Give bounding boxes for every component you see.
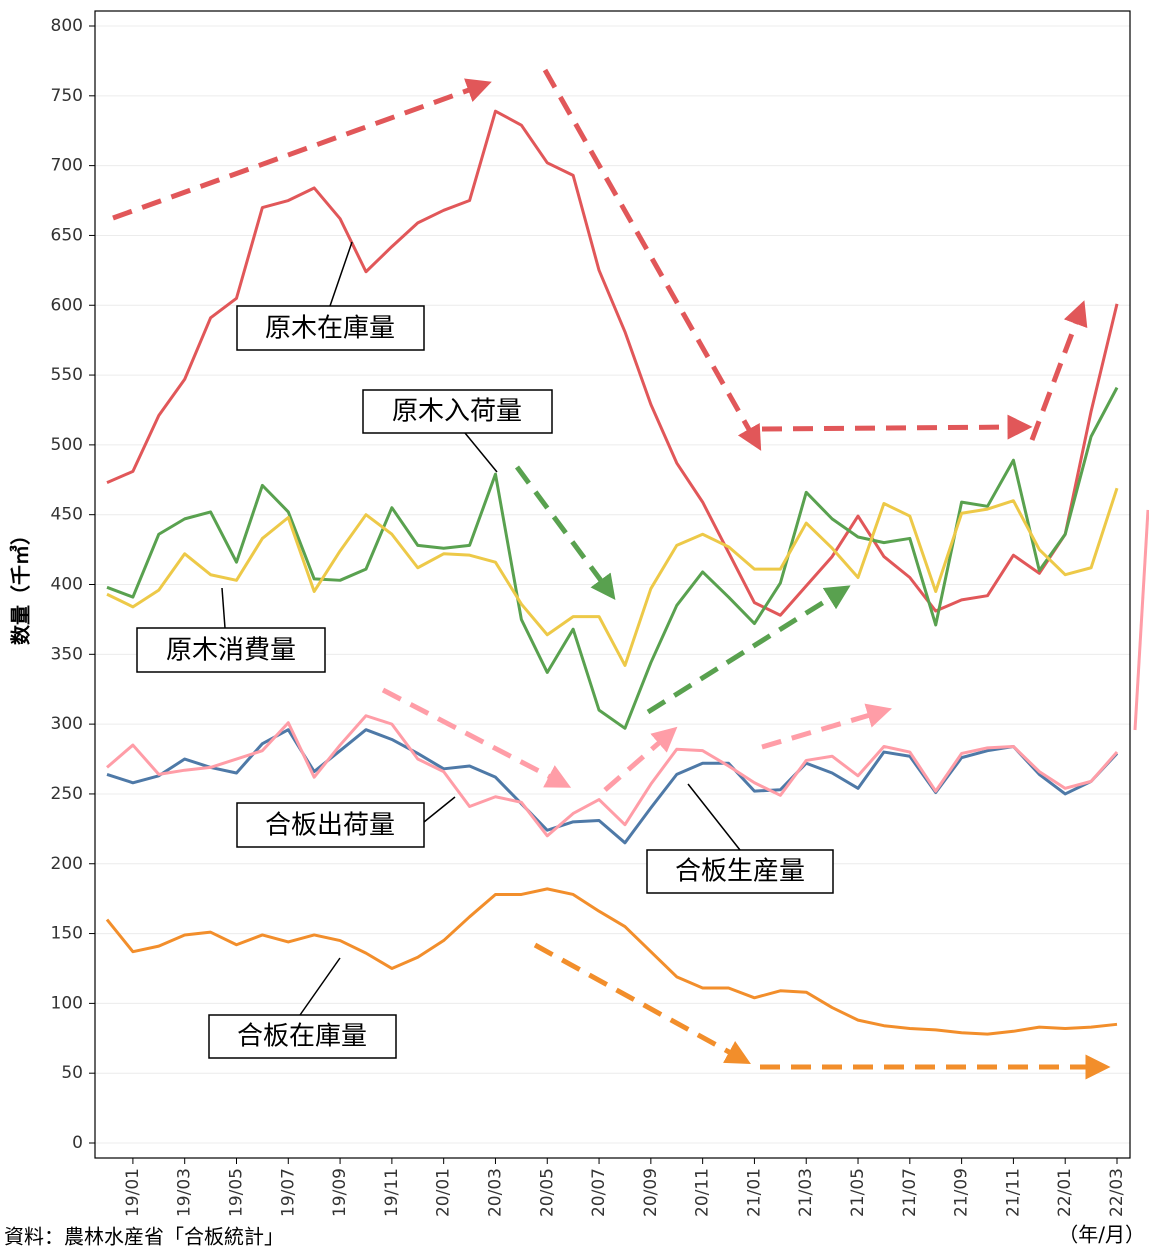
y-tick-label: 50 <box>61 1063 83 1083</box>
series-label: 原木在庫量 <box>265 314 395 344</box>
x-tick-label: 20/07 <box>589 1168 609 1217</box>
x-tick-label: 21/09 <box>952 1168 972 1217</box>
y-tick-label: 650 <box>51 225 83 245</box>
y-tick-label: 800 <box>51 16 83 36</box>
x-tick-label: 19/03 <box>175 1168 195 1217</box>
x-tick-label: 20/11 <box>693 1168 713 1217</box>
x-tick-label: 21/05 <box>848 1168 868 1217</box>
x-tick-label: 19/11 <box>382 1168 402 1217</box>
x-tick-label: 19/01 <box>123 1168 143 1217</box>
x-tick-label: 19/09 <box>330 1168 350 1217</box>
y-axis-label: 数量（千㎥） <box>9 525 33 645</box>
y-tick-label: 500 <box>51 435 83 455</box>
y-tick-label: 400 <box>51 575 83 595</box>
y-tick-label: 250 <box>51 784 83 804</box>
series-line <box>106 386 1119 730</box>
trend-arrows <box>112 68 1149 1080</box>
series-label: 合板生産量 <box>675 857 805 887</box>
x-tick-label: 22/01 <box>1055 1168 1075 1217</box>
series-label: 原木入荷量 <box>392 397 522 427</box>
x-unit: （年/月） <box>1058 1223 1145 1247</box>
y-tick-label: 0 <box>72 1133 83 1153</box>
x-tick-label: 20/05 <box>537 1168 557 1217</box>
x-tick-label: 20/01 <box>434 1168 454 1217</box>
x-tick-label: 22/03 <box>1107 1168 1127 1217</box>
y-tick-label: 550 <box>51 365 83 385</box>
series-line <box>106 109 1119 617</box>
x-tick-label: 19/07 <box>278 1168 298 1217</box>
source-note: 資料：農林水産省「合板統計」 <box>4 1225 284 1249</box>
series-label: 合板在庫量 <box>237 1022 367 1052</box>
y-tick-label: 750 <box>51 86 83 106</box>
y-tick-label: 300 <box>51 714 83 734</box>
y-tick-label: 200 <box>51 854 83 874</box>
series-label: 合板出荷量 <box>265 811 395 841</box>
x-tick-label: 21/11 <box>1003 1168 1023 1217</box>
series-label: 原木消費量 <box>166 636 296 666</box>
series-line <box>106 714 1119 838</box>
x-tick-label: 21/03 <box>796 1168 816 1217</box>
x-tick-label: 21/01 <box>744 1168 764 1217</box>
x-tick-label: 21/07 <box>900 1168 920 1217</box>
y-tick-label: 700 <box>51 156 83 176</box>
y-tick-label: 450 <box>51 505 83 525</box>
x-tick-label: 19/05 <box>226 1168 246 1217</box>
y-tick-label: 100 <box>51 993 83 1013</box>
x-tick-label: 20/03 <box>485 1168 505 1217</box>
y-tick-label: 150 <box>51 924 83 944</box>
series-line <box>106 487 1119 667</box>
y-tick-label: 350 <box>51 644 83 664</box>
series-line <box>105 887 1118 1036</box>
lines <box>105 109 1119 1036</box>
annotations: 原木在庫量 原木入荷量 原木消費量 合板出荷量 合板生産量 合板在庫量 <box>136 241 834 1059</box>
x-tick-label: 20/09 <box>641 1168 661 1217</box>
y-tick-label: 600 <box>51 295 83 315</box>
